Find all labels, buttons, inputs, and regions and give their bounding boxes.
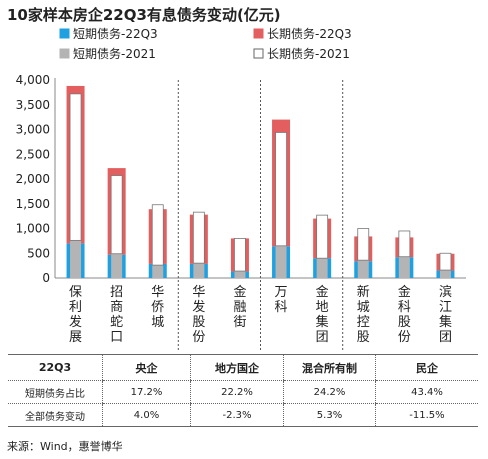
table-cell: 短期债务占比	[8, 380, 103, 404]
bar-long-2021	[234, 237, 246, 272]
table-cell: 全部债务变动	[8, 403, 103, 427]
table-header-cell: 民企	[375, 354, 478, 381]
table-cell: 5.3%	[283, 403, 376, 427]
bar-short-2021	[398, 256, 410, 278]
legend-swatch	[253, 48, 264, 59]
legend-swatch	[253, 28, 264, 39]
bar-long-2021	[69, 93, 82, 241]
bar-long-2021	[110, 175, 123, 255]
legend-label: 短期债务-2021	[73, 46, 156, 61]
bar-long-2021	[192, 211, 205, 264]
y-tick-label: 2,500	[16, 147, 50, 161]
legend-swatch	[59, 28, 70, 39]
table-cell: 24.2%	[283, 380, 376, 404]
table-cell: -11.5%	[375, 403, 478, 427]
bar-short-2021	[275, 245, 287, 278]
source-note: 来源：Wind，惠誉博华	[7, 440, 123, 453]
x-category-label: 金融街	[233, 284, 246, 330]
y-tick-label: 1,500	[16, 197, 50, 211]
x-category-label: 招商蛇口	[110, 285, 123, 345]
bar-long-2021	[275, 132, 287, 247]
bar-short-2021	[316, 258, 328, 278]
x-category-label: 华发股份	[192, 285, 205, 345]
table-header-cell: 22Q3	[8, 354, 103, 381]
table-row: 全部债务变动 4.0% -2.3% 5.3% -11.5%	[8, 403, 478, 427]
bar-long-2021	[357, 228, 370, 261]
y-tick-label: 3,000	[16, 123, 50, 137]
y-tick-label: 0	[42, 271, 50, 285]
x-category-label: 金地集团	[316, 284, 329, 345]
table-header-cell: 混合所有制	[283, 354, 376, 381]
bar-short-2021	[357, 260, 369, 278]
x-category-label: 金科股份	[398, 284, 411, 345]
y-tick-label: 4,000	[16, 73, 50, 87]
table-cell: 22.2%	[190, 380, 284, 404]
legend-swatch	[59, 48, 70, 59]
x-category-label: 滨江集团	[439, 284, 452, 345]
bar-short-2021	[152, 265, 164, 278]
bar-short-2021	[439, 270, 451, 278]
x-category-label: 华侨城	[151, 285, 164, 330]
y-tick-label: 3,500	[16, 98, 50, 112]
stacked-bar-chart: 短期债务-22Q3 长期债务-22Q3 短期债务-2021 长期债务-2021 0 500…	[16, 26, 466, 350]
table-header-row: 22Q3 央企 地方国企 混合所有制 民企	[8, 354, 478, 381]
legend-label: 长期债务-2021	[267, 46, 350, 61]
y-tick-label: 1,000	[16, 222, 50, 236]
legend-label: 短期债务-22Q3	[73, 26, 158, 41]
bar-short-2021	[234, 271, 246, 278]
bar-long-2021	[316, 214, 329, 259]
x-category-label: 万科	[275, 285, 288, 315]
table-cell: 4.0%	[102, 403, 191, 427]
bar-long-2021	[151, 204, 164, 266]
bar-short-2021	[70, 240, 82, 278]
chart-title: 10家样本房企22Q3有息债务变动(亿元)	[7, 6, 281, 24]
y-tick-label: 2,000	[16, 172, 50, 186]
x-category-label: 保利发展	[69, 285, 82, 345]
table-row: 短期债务占比 17.2% 22.2% 24.2% 43.4%	[8, 380, 478, 404]
table-cell: -2.3%	[190, 403, 284, 427]
table-cell: 43.4%	[375, 380, 478, 404]
bar-long-2021	[398, 230, 411, 258]
x-category-label: 新城控股	[357, 284, 370, 345]
bar-long-2021	[439, 252, 452, 271]
table-cell: 17.2%	[102, 380, 191, 404]
bar-short-2021	[193, 263, 205, 278]
summary-table: 22Q3 央企 地方国企 混合所有制 民企 短期债务占比 17.2% 22.2%…	[8, 354, 478, 427]
table-header-cell: 地方国企	[190, 354, 284, 381]
y-tick-label: 500	[27, 246, 50, 260]
bar-short-2021	[111, 253, 123, 278]
table-header-cell: 央企	[102, 354, 191, 381]
legend-label: 长期债务-22Q3	[267, 26, 352, 41]
